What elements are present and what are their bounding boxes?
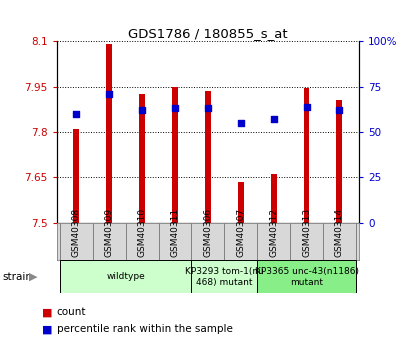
Text: KP3365 unc-43(n1186)
mutant: KP3365 unc-43(n1186) mutant <box>255 267 359 287</box>
Text: strain: strain <box>2 272 32 282</box>
Point <box>303 104 310 109</box>
Bar <box>257 260 356 293</box>
Bar <box>270 174 277 223</box>
Text: GSM40314: GSM40314 <box>335 208 344 257</box>
Title: GDS1786 / 180855_s_at: GDS1786 / 180855_s_at <box>128 27 288 40</box>
Text: wildtype: wildtype <box>106 272 145 282</box>
Text: ■: ■ <box>42 325 52 334</box>
Bar <box>139 94 145 223</box>
Bar <box>304 88 310 223</box>
Bar <box>192 260 257 293</box>
Text: percentile rank within the sample: percentile rank within the sample <box>57 325 233 334</box>
Text: ■: ■ <box>42 307 52 317</box>
Text: count: count <box>57 307 86 317</box>
Text: KP3293 tom-1(nu
468) mutant: KP3293 tom-1(nu 468) mutant <box>185 267 264 287</box>
Point <box>139 108 145 113</box>
Text: GSM40313: GSM40313 <box>302 208 311 257</box>
Bar <box>74 129 79 223</box>
Bar <box>336 100 342 223</box>
Bar <box>172 87 178 223</box>
Point <box>237 120 244 126</box>
Bar <box>205 91 211 223</box>
Point <box>336 108 343 113</box>
Text: GSM40308: GSM40308 <box>72 208 81 257</box>
Text: GSM40307: GSM40307 <box>236 208 245 257</box>
Point <box>172 106 178 111</box>
Text: GSM40312: GSM40312 <box>269 208 278 257</box>
Point <box>205 106 211 111</box>
Point <box>73 111 80 117</box>
Text: GSM40310: GSM40310 <box>138 208 147 257</box>
Text: GSM40306: GSM40306 <box>203 208 213 257</box>
Bar <box>106 45 112 223</box>
Point <box>270 117 277 122</box>
Point <box>106 91 113 97</box>
Text: GSM40309: GSM40309 <box>105 208 114 257</box>
Text: ▶: ▶ <box>29 272 37 282</box>
Bar <box>60 260 192 293</box>
Text: GSM40311: GSM40311 <box>171 208 179 257</box>
Bar <box>238 182 244 223</box>
